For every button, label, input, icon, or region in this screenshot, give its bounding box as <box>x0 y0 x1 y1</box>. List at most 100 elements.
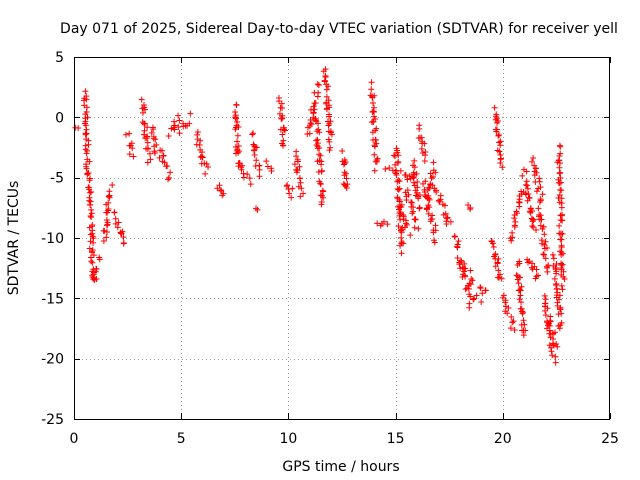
data-point <box>537 184 544 191</box>
data-point <box>146 150 153 157</box>
data-point <box>557 174 564 181</box>
data-point <box>197 137 204 144</box>
data-point <box>249 131 256 138</box>
data-point <box>493 128 500 135</box>
data-point <box>443 220 450 227</box>
data-point <box>552 359 559 366</box>
data-point <box>315 120 322 127</box>
data-point <box>465 285 472 292</box>
data-point <box>171 118 178 125</box>
data-point <box>430 159 437 166</box>
data-point <box>539 191 546 198</box>
data-point <box>159 147 166 154</box>
data-point <box>554 299 561 306</box>
data-point <box>470 296 477 303</box>
data-point <box>293 153 300 160</box>
data-point <box>250 130 257 137</box>
data-point <box>151 150 158 157</box>
data-point <box>525 191 532 198</box>
data-point <box>369 99 376 106</box>
data-point <box>549 352 556 359</box>
data-point <box>398 201 405 208</box>
data-point <box>416 205 423 212</box>
data-point <box>432 222 439 229</box>
data-point <box>444 214 451 221</box>
data-point <box>473 292 480 299</box>
data-point <box>542 300 549 307</box>
data-point <box>251 146 258 153</box>
data-point <box>410 208 417 215</box>
data-point <box>519 308 526 315</box>
data-point <box>524 259 531 266</box>
data-point <box>314 93 321 100</box>
data-point <box>537 197 544 204</box>
data-point <box>103 216 110 223</box>
data-point <box>386 165 393 172</box>
data-point <box>393 145 400 152</box>
data-point <box>233 115 240 122</box>
data-point <box>536 178 543 185</box>
data-point <box>558 187 565 194</box>
data-point <box>252 205 259 212</box>
data-point <box>286 190 293 197</box>
data-point <box>368 86 375 93</box>
data-point <box>314 81 321 88</box>
data-point <box>479 290 486 297</box>
x-tick-labels: 0 5 10 15 20 25 <box>70 431 619 447</box>
data-point <box>323 100 330 107</box>
data-point <box>532 165 539 172</box>
data-point <box>341 169 348 176</box>
data-point <box>550 342 557 349</box>
data-point <box>520 327 527 334</box>
data-point <box>165 133 172 140</box>
data-point <box>527 209 534 216</box>
data-point <box>530 154 537 161</box>
y-axis-label: SDTVAR / TECUs <box>6 181 22 296</box>
data-point <box>246 175 253 182</box>
data-point <box>268 168 275 175</box>
data-point <box>148 129 155 136</box>
data-point <box>394 178 401 185</box>
data-point <box>559 286 566 293</box>
data-point <box>86 177 93 184</box>
data-point <box>323 93 330 100</box>
data-point <box>86 197 93 204</box>
data-point <box>103 209 110 216</box>
data-point <box>129 145 136 152</box>
data-point <box>469 277 476 284</box>
data-point <box>81 120 88 127</box>
data-point <box>558 200 565 207</box>
data-point <box>87 213 94 220</box>
data-point <box>533 266 540 273</box>
data-point <box>477 285 484 292</box>
data-point <box>517 286 524 293</box>
y-tick-label: -15 <box>41 291 64 307</box>
data-point <box>214 185 221 192</box>
data-point <box>430 229 437 236</box>
data-point <box>235 142 242 149</box>
data-point <box>326 113 333 120</box>
data-point <box>516 274 523 281</box>
data-point <box>509 319 516 326</box>
data-point <box>244 171 251 178</box>
data-point <box>559 261 566 268</box>
data-point <box>305 124 312 131</box>
data-point <box>552 353 559 360</box>
data-point <box>397 242 404 249</box>
data-point <box>552 264 559 271</box>
data-point <box>392 161 399 168</box>
data-point <box>513 208 520 215</box>
data-point <box>83 150 90 157</box>
data-point <box>557 231 564 238</box>
data-point <box>139 109 146 116</box>
data-point <box>392 153 399 160</box>
data-point <box>556 191 563 198</box>
data-point <box>280 124 287 131</box>
data-point <box>314 145 321 152</box>
data-point <box>325 83 332 90</box>
data-point <box>115 219 122 226</box>
data-point <box>454 255 461 262</box>
data-point <box>320 68 327 75</box>
data-point <box>423 194 430 201</box>
data-point <box>410 175 417 182</box>
